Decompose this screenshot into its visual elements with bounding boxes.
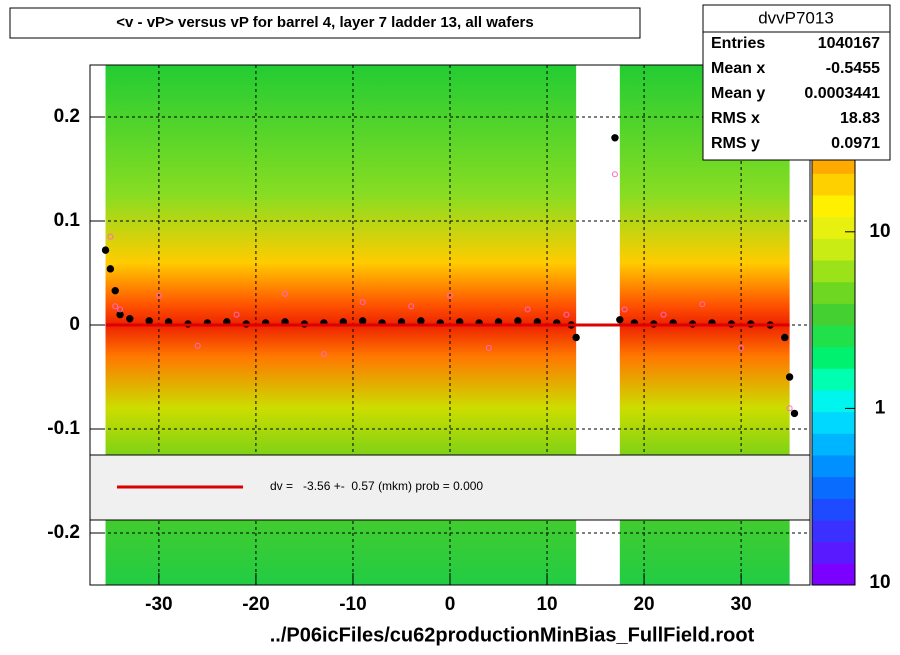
wafer-point [117,306,124,313]
wafer-point [447,292,453,299]
profile-point [781,333,789,342]
legend-text: dv = -3.56 +- 0.57 (mkm) prob = 0.000 [270,479,483,493]
wafer-point [112,303,119,310]
color-scale-band [812,303,855,326]
y-tick-label: 0.2 [54,106,80,127]
profile-point [126,315,134,323]
wafer-point [320,351,327,358]
y-tick-label: 0.1 [54,210,81,231]
profile-point [611,134,619,142]
x-tick-label: 0 [445,594,456,615]
stats-value: 0.0971 [831,135,880,152]
profile-point [111,286,119,295]
color-scale-band [812,411,855,434]
y-tick-label: -0.2 [47,522,80,543]
color-scale-band [812,520,855,543]
wafer-point [660,311,667,318]
chart-title: <v - vP> versus vP for barrel 4, layer 7… [116,14,533,31]
color-scale-band [812,216,855,239]
color-scale-band [812,563,855,586]
color-scale-band [812,195,855,218]
color-scale-band [812,433,855,456]
wafer-point [485,344,492,351]
wafer-point [621,306,628,313]
color-scale-band [812,368,855,391]
x-tick-label: 10 [536,594,557,615]
wafer-point [282,290,289,297]
wafer-point [194,342,201,349]
wafer-point [611,171,618,178]
profile-point [790,409,799,418]
title-box [9,7,641,39]
wafer-point [699,301,706,308]
stats-label: Mean y [711,85,765,102]
color-scale-band [812,325,855,348]
stats-value: 1040167 [818,35,880,52]
color-scale-band [812,541,855,564]
profile-point [106,265,115,273]
profile-point [417,317,425,325]
wafer-point [155,292,162,299]
stats-value: 0.0003441 [804,85,880,102]
profile-point [616,316,624,324]
color-scale-band [812,390,855,413]
stats-value: -0.5455 [826,60,880,77]
color-scale-band [812,281,855,304]
wafer-point [738,344,745,351]
x-axis-label: ../P06icFiles/cu62productionMinBias_Full… [270,624,755,646]
x-tick-label: 20 [633,594,654,615]
wafer-point [233,311,240,318]
stats-label: Mean x [711,60,765,77]
wafer-point [524,306,531,313]
color-scale-band [812,476,855,499]
wafer-point [563,311,570,318]
color-scale-band [812,455,855,478]
y-tick-label: 0 [69,314,80,335]
wafer-point [408,303,415,310]
x-tick-label: -10 [339,594,366,615]
wafer-point [107,233,114,240]
wafer-point [786,405,793,412]
profile-point [358,317,367,325]
color-scale-band [812,173,855,196]
stats-label: Entries [711,35,765,52]
y-tick-label: -0.1 [47,418,80,439]
wafer-point [359,299,366,306]
z-tick-label: 10 [869,221,890,242]
stats-label: RMS x [711,110,760,127]
color-scale-band [812,346,855,369]
color-scale-band [812,260,855,283]
color-scale-band [812,498,855,521]
stats-value: 18.83 [840,110,880,127]
x-tick-label: 30 [731,594,752,615]
stats-label: RMS y [711,135,760,152]
z-tick-label: 1 [875,397,886,418]
z-tick-label: 10 [869,572,890,593]
profile-point [145,317,153,325]
stats-title: dvvP7013 [758,8,834,27]
profile-point [101,246,110,254]
profile-point [785,373,794,381]
profile-point [514,317,522,325]
x-tick-label: -20 [242,594,269,615]
x-tick-label: -30 [145,594,172,615]
stats-box [702,4,891,161]
profile-point [572,333,580,342]
color-scale-band [812,238,855,261]
